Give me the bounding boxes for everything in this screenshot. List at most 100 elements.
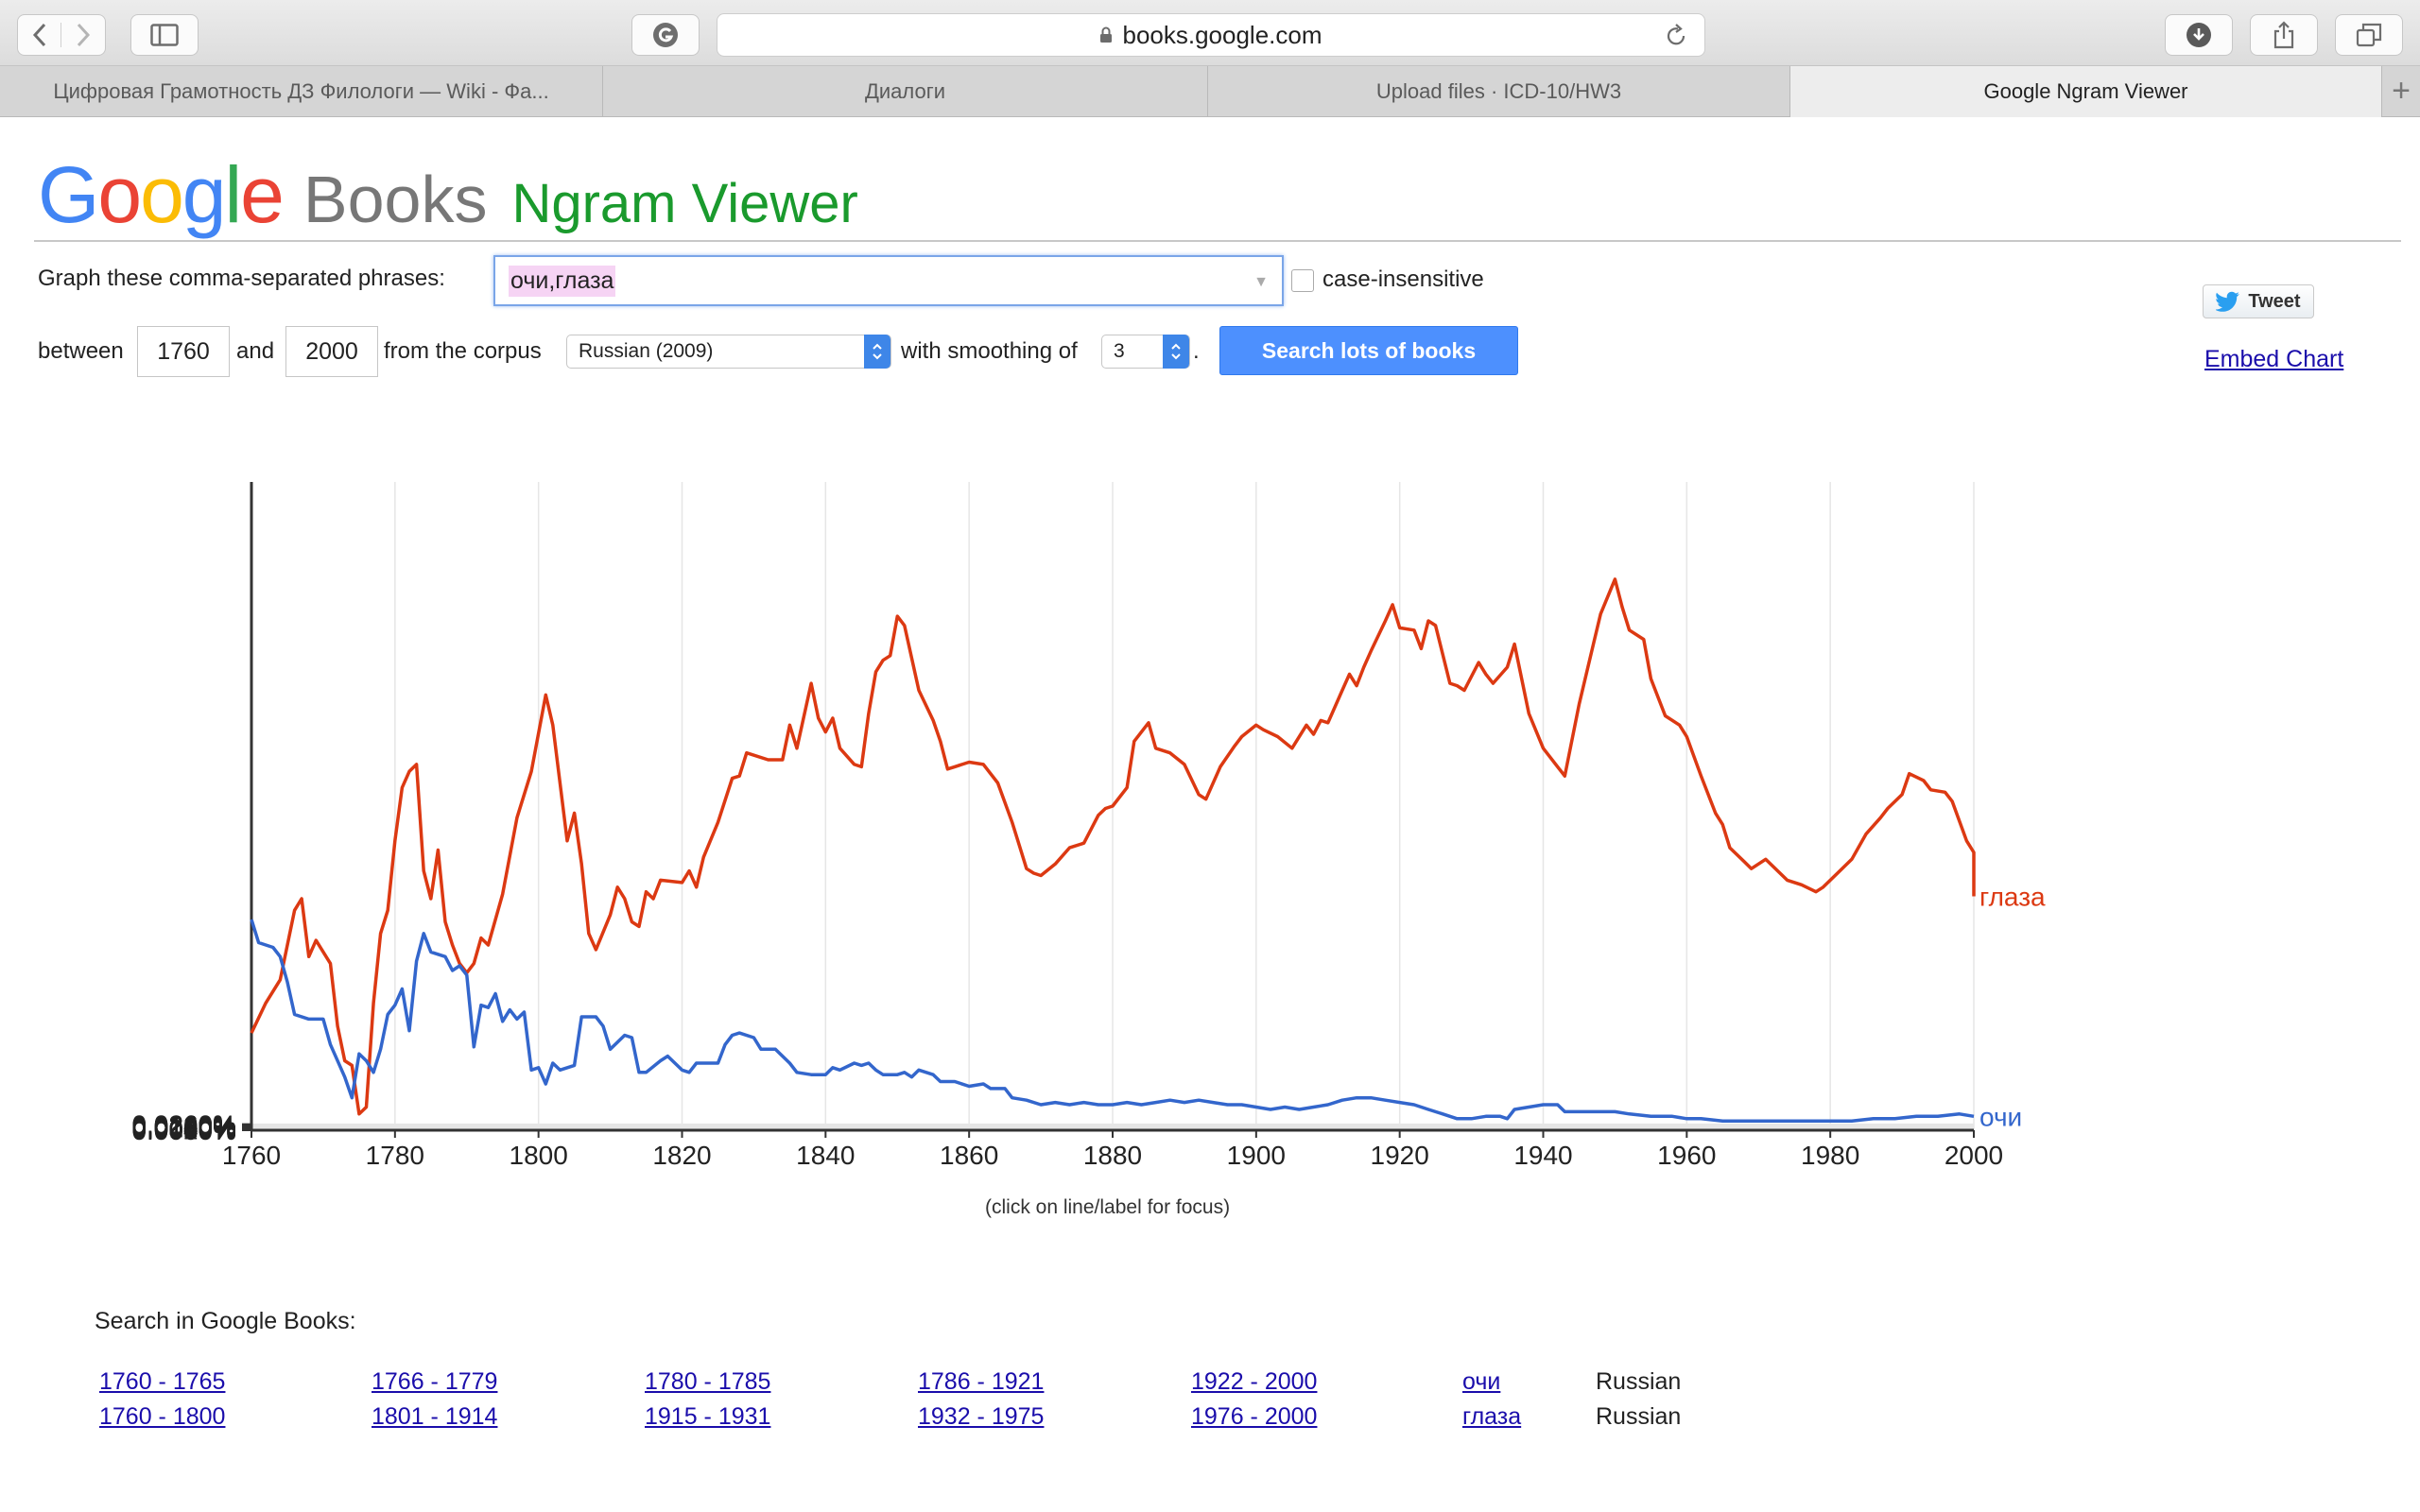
address-bar[interactable]: books.google.com [717, 13, 1705, 57]
extension-button[interactable] [631, 14, 700, 56]
books-range-link[interactable]: 1976 - 2000 [1191, 1403, 1318, 1430]
case-insensitive-label: case-insensitive [1322, 266, 1484, 292]
header-divider [34, 240, 2401, 242]
series-line-очи[interactable] [250, 919, 1975, 1123]
books-range-link[interactable]: 1922 - 2000 [1191, 1368, 1318, 1395]
books-logo: Books [302, 163, 488, 236]
tweet-button[interactable]: Tweet [2203, 284, 2314, 318]
ngram-logo[interactable]: Google Books Ngram Viewer [38, 149, 858, 241]
sidebar-icon [150, 24, 179, 46]
y-tick-label: 0.0220% [131, 1111, 236, 1141]
search-in-books-title: Search in Google Books: [95, 1308, 356, 1334]
series-label[interactable]: глаза [1979, 883, 2046, 912]
series-line-глаза[interactable] [250, 577, 1976, 1116]
start-year-value: 1760 [157, 337, 210, 365]
y-tick-label: 0.0120% [131, 1113, 236, 1143]
y-tick-label: 0.0140% [131, 1113, 236, 1143]
tabs-overview-button[interactable] [2335, 14, 2403, 56]
lock-icon [1099, 21, 1113, 50]
x-tick-label: 1920 [1371, 1141, 1429, 1170]
corpus-label: from the corpus [384, 338, 542, 364]
search-button-label: Search lots of books [1261, 337, 1477, 363]
tab-dialogs[interactable]: Диалоги [603, 66, 1208, 117]
y-tick-label: 0.0260% [131, 1110, 236, 1140]
ngram-chart[interactable]: 0.0000%0.0020%0.0040%0.0060%0.0080%0.010… [0, 0, 2420, 1228]
downloads-button[interactable] [2165, 14, 2233, 56]
x-tick-label: 1860 [940, 1141, 998, 1170]
search-lots-of-books-button[interactable]: Search lots of books [1219, 326, 1518, 375]
corpus-select[interactable]: Russian (2009) [566, 335, 891, 369]
nav-buttons [17, 14, 106, 56]
books-range-link[interactable]: 1760 - 1800 [99, 1403, 226, 1430]
books-language: Russian [1596, 1403, 1682, 1430]
books-language: Russian [1596, 1368, 1682, 1395]
and-label: and [236, 338, 275, 364]
x-tick-label: 1880 [1083, 1141, 1142, 1170]
books-term-link[interactable]: глаза [1462, 1403, 1522, 1430]
back-icon[interactable] [18, 23, 61, 47]
y-tick-label: 0.0160% [131, 1112, 236, 1142]
y-tick-label: 0.0000% [131, 1116, 236, 1145]
share-icon [2273, 21, 2294, 49]
tweet-label: Tweet [2248, 290, 2301, 312]
tab-label: Диалоги [864, 79, 946, 103]
y-tick-label: 0.0180% [131, 1112, 236, 1142]
plus-icon: + [2392, 73, 2411, 109]
reload-icon[interactable] [1665, 23, 1687, 54]
end-year-value: 2000 [305, 337, 358, 365]
google-logo: Google [38, 150, 285, 239]
y-tick-label: 0.0080% [131, 1114, 236, 1143]
forward-icon[interactable] [61, 23, 105, 47]
end-year-input[interactable]: 2000 [285, 326, 378, 377]
browser-toolbar: books.google.com [0, 0, 2420, 66]
url-text: books.google.com [1122, 20, 1322, 49]
tab-wiki[interactable]: Цифровая Грамотность ДЗ Филологи — Wiki … [0, 66, 603, 117]
books-range-link[interactable]: 1932 - 1975 [918, 1403, 1045, 1430]
x-tick-label: 1800 [510, 1141, 568, 1170]
x-tick-label: 1940 [1513, 1141, 1572, 1170]
sidebar-toggle-button[interactable] [130, 14, 199, 56]
y-tick-label: 0.0100% [131, 1114, 236, 1143]
tab-bar: Цифровая Грамотность ДЗ Филологи — Wiki … [0, 66, 2420, 117]
period-label: . [1193, 338, 1200, 364]
new-tab-button[interactable]: + [2382, 66, 2420, 116]
embed-chart-link[interactable]: Embed Chart [2204, 346, 2344, 372]
books-range-link[interactable]: 1766 - 1779 [372, 1368, 498, 1395]
start-year-input[interactable]: 1760 [137, 326, 230, 377]
books-range-link[interactable]: 1801 - 1914 [372, 1403, 498, 1430]
x-tick-label: 1760 [222, 1141, 281, 1170]
x-tick-label: 2000 [1945, 1141, 2003, 1170]
tab-ngram-viewer[interactable]: Google Ngram Viewer [1790, 66, 2382, 117]
y-tick-label: 0.0240% [131, 1110, 236, 1140]
tab-label: Upload files · ICD-10/HW3 [1375, 79, 1622, 103]
y-tick-label: 0.0200% [131, 1111, 236, 1141]
books-range-link[interactable]: 1915 - 1931 [645, 1403, 771, 1430]
grammarly-icon [653, 23, 678, 47]
twitter-bird-icon [2216, 291, 2240, 312]
y-tick-label: 0.0040% [131, 1115, 236, 1144]
dropdown-caret-icon: ▼ [1253, 274, 1269, 290]
y-tick-label: 0.0060% [131, 1115, 236, 1144]
phrases-input[interactable]: очи,глаза ▼ [493, 255, 1284, 306]
corpus-value: Russian (2009) [579, 340, 714, 362]
tabs-icon [2356, 23, 2382, 47]
tab-label: Цифровая Грамотность ДЗ Филологи — Wiki … [53, 79, 549, 103]
books-range-link[interactable]: 1760 - 1765 [99, 1368, 226, 1395]
case-insensitive-checkbox[interactable] [1291, 269, 1314, 292]
x-tick-label: 1840 [796, 1141, 855, 1170]
chart-hint: (click on line/label for focus) [985, 1196, 1231, 1218]
phrases-value: очи,глаза [509, 265, 616, 297]
books-range-link[interactable]: 1786 - 1921 [918, 1368, 1045, 1395]
share-button[interactable] [2250, 14, 2318, 56]
x-tick-label: 1820 [652, 1141, 711, 1170]
smoothing-select[interactable]: 3 [1101, 335, 1190, 369]
books-term-link[interactable]: очи [1462, 1368, 1501, 1395]
x-tick-label: 1900 [1227, 1141, 1286, 1170]
x-tick-label: 1980 [1801, 1141, 1859, 1170]
select-arrows-icon [1163, 335, 1189, 369]
download-icon [2187, 23, 2211, 47]
tab-upload-files[interactable]: Upload files · ICD-10/HW3 [1208, 66, 1790, 117]
books-range-link[interactable]: 1780 - 1785 [645, 1368, 771, 1395]
series-label[interactable]: очи [1979, 1102, 2022, 1131]
select-arrows-icon [864, 335, 890, 369]
